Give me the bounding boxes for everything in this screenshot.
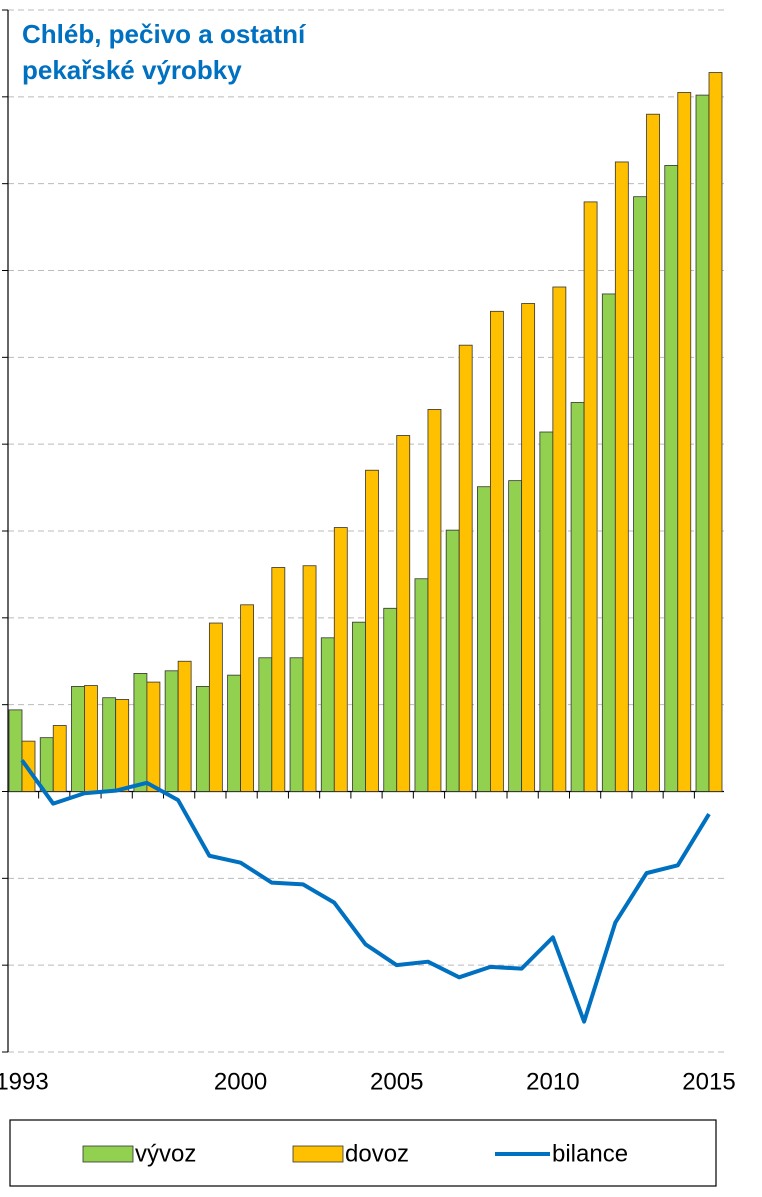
bar bbox=[570, 402, 585, 792]
bar bbox=[445, 529, 460, 792]
chart-title: pekařské výrobky bbox=[22, 55, 242, 85]
bar bbox=[115, 699, 130, 792]
bar bbox=[695, 94, 710, 792]
bar bbox=[52, 725, 67, 792]
bar bbox=[508, 480, 523, 792]
bar bbox=[601, 293, 616, 792]
bar bbox=[146, 681, 161, 792]
bar bbox=[333, 527, 348, 792]
bar bbox=[352, 621, 366, 792]
bar bbox=[71, 686, 85, 792]
bar bbox=[614, 161, 629, 792]
bar bbox=[365, 469, 379, 792]
bar bbox=[458, 344, 473, 792]
bar bbox=[164, 670, 179, 792]
bar bbox=[664, 165, 679, 792]
x-tick-label: 2010 bbox=[526, 1068, 579, 1095]
chart-title: Chléb, pečivo a ostatní bbox=[22, 19, 306, 49]
bar bbox=[102, 697, 117, 792]
x-tick-label: 2005 bbox=[370, 1068, 423, 1095]
bar bbox=[490, 310, 504, 792]
bar bbox=[8, 709, 23, 792]
bar bbox=[552, 286, 567, 792]
bar bbox=[396, 435, 411, 792]
bar bbox=[583, 201, 598, 792]
bar bbox=[208, 622, 223, 792]
bar bbox=[708, 72, 723, 792]
legend-swatch bbox=[292, 1145, 344, 1163]
legend-label: bilance bbox=[552, 1140, 628, 1167]
bar bbox=[539, 431, 554, 792]
bar bbox=[240, 604, 254, 792]
bar bbox=[383, 607, 398, 792]
bar bbox=[302, 565, 317, 792]
bar bbox=[677, 92, 692, 792]
bar bbox=[177, 660, 192, 792]
legend-box bbox=[9, 1119, 717, 1187]
legend-label: vývoz bbox=[135, 1140, 196, 1167]
bar bbox=[39, 737, 54, 792]
legend-swatch bbox=[82, 1145, 134, 1163]
bar bbox=[414, 578, 429, 792]
bar bbox=[133, 673, 148, 792]
bar bbox=[427, 409, 442, 792]
bar bbox=[320, 637, 335, 792]
bar bbox=[633, 196, 647, 792]
bar bbox=[195, 686, 210, 792]
bar bbox=[477, 486, 491, 792]
x-tick-label: 2015 bbox=[682, 1068, 735, 1095]
x-tick-label: 1993 bbox=[0, 1068, 49, 1095]
bar bbox=[521, 303, 536, 792]
legend-label: dovoz bbox=[345, 1140, 409, 1167]
bar bbox=[271, 567, 286, 792]
bar bbox=[258, 657, 273, 792]
x-tick-label: 2000 bbox=[214, 1068, 267, 1095]
bar bbox=[84, 685, 98, 792]
bar bbox=[227, 674, 241, 792]
bar bbox=[289, 657, 304, 792]
line bbox=[20, 759, 711, 1024]
bar bbox=[646, 113, 660, 792]
